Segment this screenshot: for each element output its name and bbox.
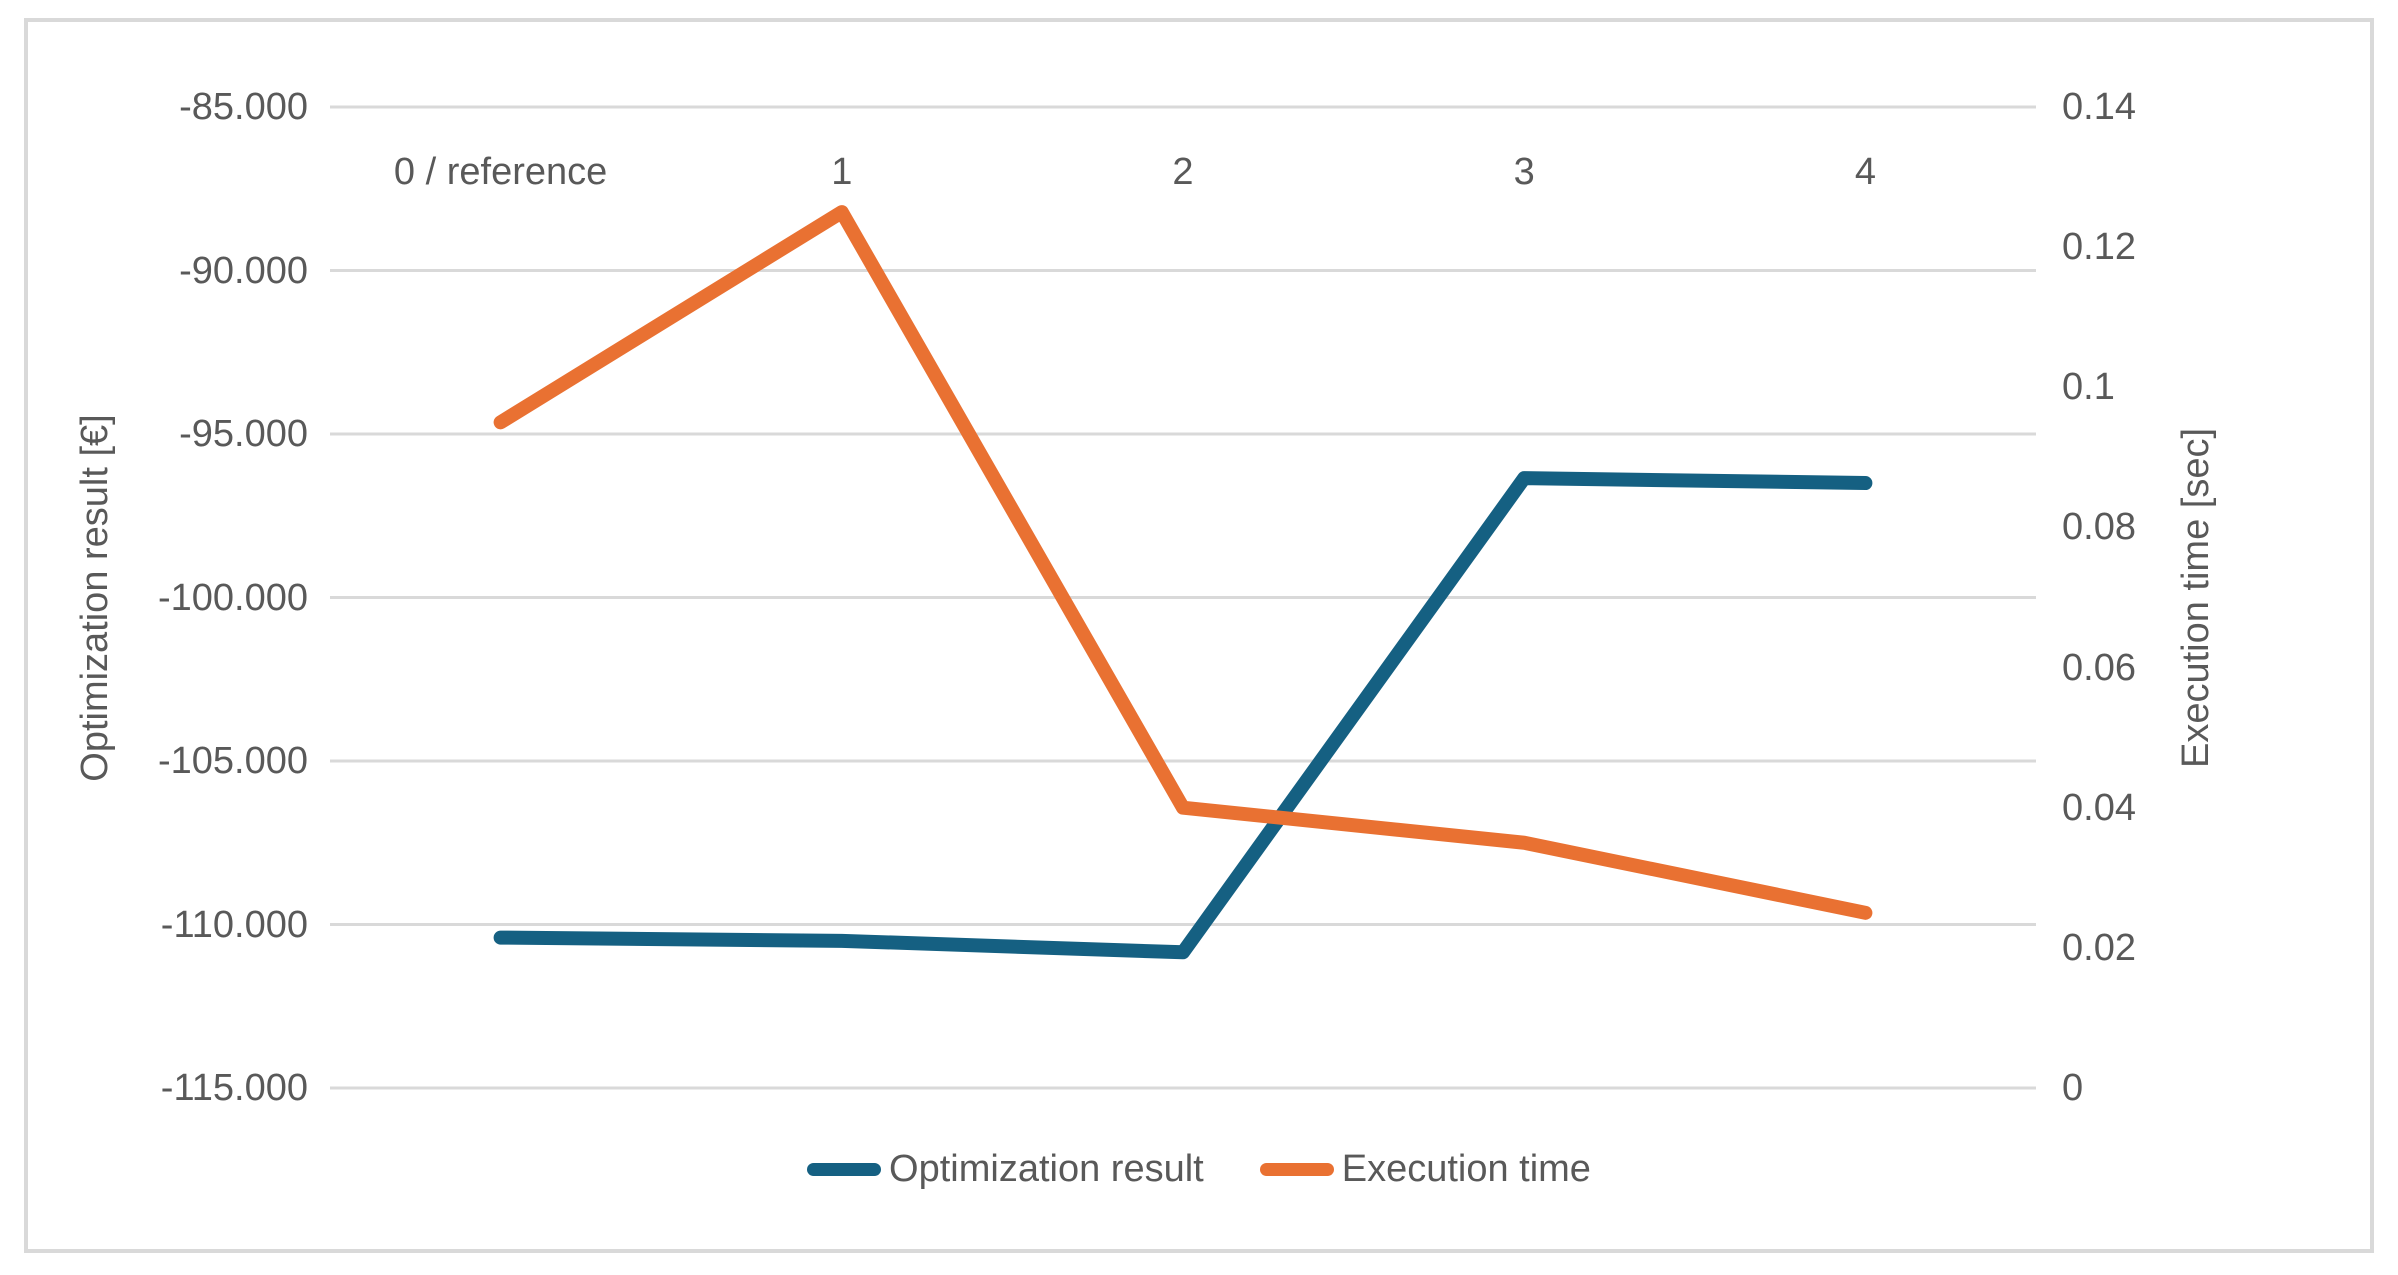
right-axis-tick-label: 0.1 — [2062, 366, 2115, 409]
optimization-result-line-swatch-icon — [807, 1162, 882, 1176]
category-label: 0 / reference — [393, 151, 608, 193]
left-axis-tick-label: -100.000 — [157, 576, 308, 619]
legend-item-execution-time: Execution time — [1259, 1148, 1591, 1190]
legend-label-execution-time: Execution time — [1341, 1148, 1591, 1190]
legend-item-optimization-result: Optimization result — [807, 1150, 1204, 1188]
left-axis-tick-label: -115.000 — [160, 1067, 308, 1109]
right-axis-tick-label: 0.06 — [2062, 646, 2136, 689]
left-axis-tick-label: -105.000 — [157, 740, 308, 782]
legend: Optimization result Execution time — [0, 1150, 2398, 1188]
category-label: 2 — [1172, 151, 1194, 193]
left-axis-tick-label: -90.000 — [179, 249, 308, 292]
category-label: 1 — [831, 151, 853, 193]
optimization-result-series-line — [493, 471, 1873, 960]
left-axis-title: Optimization result [€] — [74, 413, 116, 782]
right-axis-tick-label: 0.08 — [2062, 506, 2136, 549]
legend-label-optimization-result: Optimization result — [889, 1148, 1204, 1190]
right-axis-tick-label: 0.04 — [2062, 786, 2136, 829]
right-axis-tick-label: 0.14 — [2062, 86, 2136, 128]
right-axis-tick-label: 0.12 — [2062, 226, 2136, 269]
category-label: 3 — [1513, 151, 1535, 193]
left-axis-tick-label: -95.000 — [179, 413, 308, 455]
right-axis-title: Execution time [sec] — [2175, 427, 2217, 768]
category-label: 4 — [1854, 151, 1876, 193]
left-axis-tick-label: -110.000 — [160, 903, 308, 946]
chart-frame — [24, 18, 2374, 1253]
execution-time-series-line — [493, 205, 1873, 920]
right-axis-tick-label: 0 — [2062, 1067, 2084, 1109]
right-axis-tick-label: 0.02 — [2062, 926, 2136, 969]
left-axis-tick-label: -85.000 — [179, 86, 308, 128]
execution-time-line-swatch-icon — [1259, 1162, 1334, 1176]
